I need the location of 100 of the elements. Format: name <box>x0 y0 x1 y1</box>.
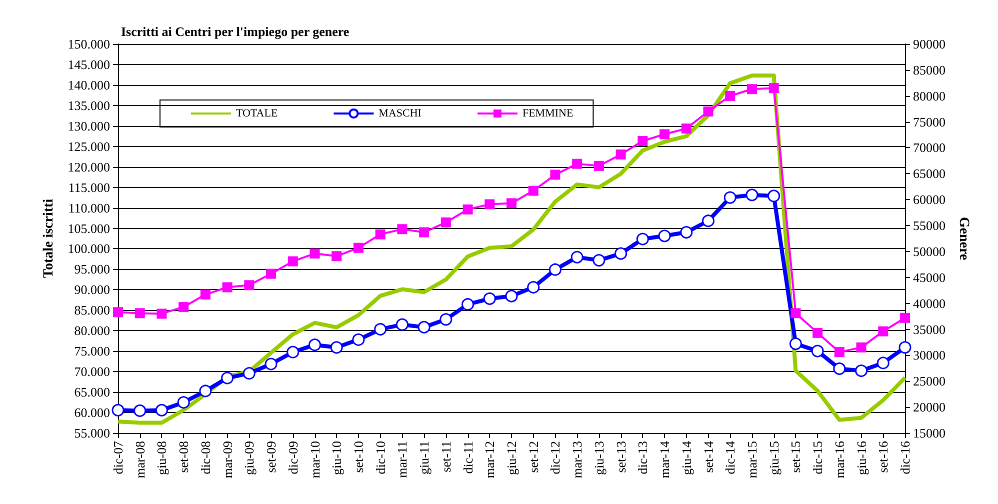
point <box>112 404 124 416</box>
y-tick-label: 80.000 <box>74 323 110 338</box>
y2-tick-label: 65000 <box>913 166 946 182</box>
legend-label: FEMMINE <box>522 108 574 120</box>
y2-tick-label: 90000 <box>913 36 946 52</box>
x-tick-label: mar-15 <box>744 441 760 478</box>
point <box>462 298 474 311</box>
point <box>898 341 912 354</box>
point <box>594 160 604 171</box>
x-tick-label: set-13 <box>613 441 628 473</box>
point <box>462 204 473 214</box>
point <box>484 199 495 210</box>
y-tick-label: 90.000 <box>74 282 110 298</box>
y-axis-title: Totale iscritti <box>42 198 56 278</box>
x-tick-label: dic-11 <box>460 441 476 474</box>
point <box>856 342 866 352</box>
point <box>833 362 846 375</box>
point <box>330 341 343 354</box>
point <box>178 302 189 312</box>
point <box>134 404 146 417</box>
point <box>725 90 736 101</box>
x-tick-label: giu-16 <box>854 440 869 475</box>
x-tick-label: mar-12 <box>482 441 498 478</box>
point <box>702 214 714 228</box>
point <box>419 227 430 238</box>
y2-tick-label: 80000 <box>913 88 946 104</box>
point <box>286 346 300 358</box>
point <box>353 242 364 253</box>
x-tick-label: giu-11 <box>416 441 432 474</box>
point <box>834 347 844 358</box>
point <box>200 290 210 300</box>
y-tick-label: 65.000 <box>74 384 110 400</box>
x-tick-label: set-12 <box>526 441 541 473</box>
x-tick-label: mar-10 <box>307 441 322 478</box>
legend-label: MASCHI <box>378 108 422 120</box>
x-tick-label: mar-13 <box>570 441 585 478</box>
x-tick-label: dic-07 <box>110 440 126 474</box>
point <box>638 136 648 146</box>
point <box>199 384 212 398</box>
y-tick-label: 140.000 <box>68 77 110 92</box>
y-tick-label: 70.000 <box>74 364 110 380</box>
x-tick-label: mar-08 <box>132 441 148 478</box>
y-tick-label: 100.000 <box>68 241 110 256</box>
y-tick-label: 125.000 <box>68 138 110 154</box>
point <box>244 280 254 290</box>
point <box>900 312 910 323</box>
y-tick-label: 150.000 <box>68 36 110 52</box>
point <box>483 292 496 305</box>
point <box>616 149 626 160</box>
point <box>332 251 342 262</box>
point <box>789 338 802 350</box>
point <box>288 256 298 266</box>
legend-label: TOTALE <box>236 108 278 120</box>
point <box>790 308 801 318</box>
point <box>812 328 823 338</box>
y-tick-label: 85.000 <box>74 302 110 318</box>
point <box>681 124 692 134</box>
point <box>768 83 779 94</box>
x-tick-label: dic-08 <box>198 441 213 474</box>
y-tick-label: 130.000 <box>68 118 110 134</box>
point <box>746 188 758 202</box>
point <box>352 333 365 346</box>
x-tick-label: set-09 <box>264 441 279 473</box>
x-tick-label: mar-14 <box>657 440 672 478</box>
y-tick-label: 115.000 <box>68 180 110 195</box>
x-tick-label: giu-14 <box>678 440 694 475</box>
point <box>660 129 670 140</box>
point <box>658 230 671 242</box>
point <box>855 364 868 378</box>
point <box>374 323 387 336</box>
point <box>222 282 232 292</box>
x-tick-label: giu-12 <box>504 441 519 475</box>
point <box>308 338 321 352</box>
y2-tick-label: 75000 <box>913 114 946 130</box>
point <box>550 170 560 180</box>
point <box>155 404 168 416</box>
x-tick-label: dic-10 <box>372 441 388 474</box>
point <box>636 232 649 246</box>
point <box>572 158 582 169</box>
point <box>548 263 562 276</box>
point <box>221 372 234 384</box>
point <box>876 356 890 370</box>
y-tick-label: 75.000 <box>74 344 110 359</box>
point <box>310 248 320 259</box>
point <box>811 344 824 358</box>
y2-tick-label: 55000 <box>913 218 946 234</box>
x-tick-label: dic-14 <box>722 440 738 474</box>
chart-title: Iscritti ai Centri per l'impiego per genere <box>121 24 350 39</box>
point <box>177 396 190 409</box>
point <box>527 281 540 294</box>
point <box>396 318 408 331</box>
y2-tick-label: 30000 <box>913 348 946 363</box>
y2-tick-label: 60000 <box>913 192 946 208</box>
point <box>266 268 276 279</box>
y-tick-label: 110.000 <box>68 200 110 216</box>
y2-tick-label: 45000 <box>913 270 946 285</box>
point <box>134 308 145 318</box>
x-tick-label: dic-09 <box>285 441 300 474</box>
point <box>375 229 386 240</box>
x-tick-label: set-15 <box>788 441 804 473</box>
